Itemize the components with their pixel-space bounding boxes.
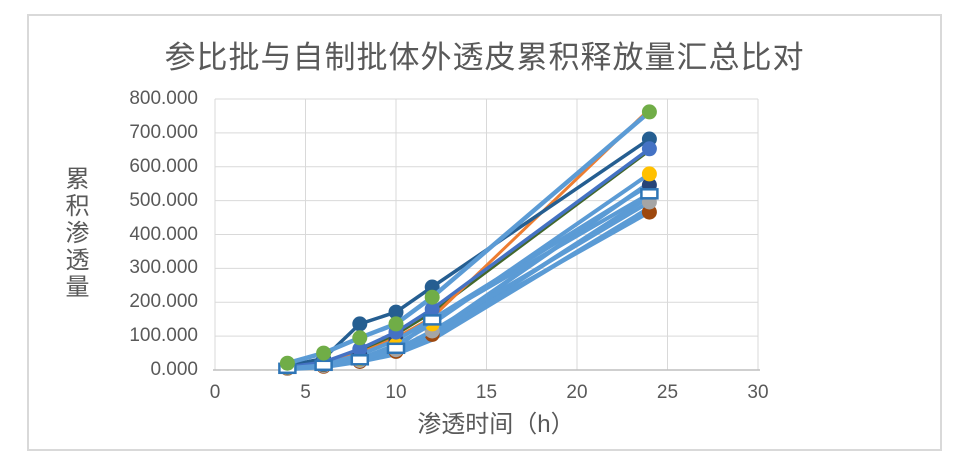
series-marker-open-square-series [350,354,370,366]
series-marker-open-square-series [386,342,406,355]
x-axis-title: 渗透时间（h） [417,411,575,438]
series-marker-open-square-series [314,359,333,372]
chart-frame: 参比批与自制批体外透皮累积释放量汇总比对 累积渗透量 800.000 700.00… [27,14,942,451]
series-line-orange-line [285,107,651,369]
series-line-yellow-series [285,171,652,370]
y-tick-label: 600.000 [129,155,198,177]
series-marker-green-series [641,104,657,120]
series-marker-open-square-series [422,314,442,326]
series-marker-green-series [424,289,440,305]
y-tick-label: 100.000 [129,325,198,347]
y-axis-title: 累积渗透量 [61,166,88,301]
series-marker-green-series [388,316,404,332]
y-tick-label: 800.000 [129,88,198,109]
chart-title: 参比批与自制批体外透皮累积释放量汇总比对 [164,40,805,75]
series-marker-blue-series [352,341,368,357]
series-line-teal-series [285,137,652,368]
y-tick-label: 500.000 [129,189,198,211]
series-marker-yellow-series [641,166,657,182]
y-tick-label: 200.000 [129,291,198,313]
y-tick-label: 0.000 [150,359,198,380]
x-tick-label: 25 [656,382,679,403]
series-marker-teal-series [352,316,368,332]
series-line-blue-series [285,147,652,369]
series-marker-blue-series [424,301,440,317]
plot-area [213,98,760,376]
series-marker-teal-series [388,304,404,320]
series-line-green-series [285,109,652,366]
x-tick-label: 20 [566,382,588,403]
series-marker-green-series [352,330,368,346]
x-tick-label: 30 [747,382,769,403]
series-marker-green-series [316,345,332,361]
series-marker-open-square-series [640,188,659,200]
y-tick-label: 300.000 [129,257,198,279]
series-marker-green-series [279,355,295,371]
x-tick-label: 5 [300,382,311,403]
y-tick-label: 700.000 [129,121,198,143]
x-tick-label: 10 [385,382,407,403]
series-line-darkgreen-line [285,149,651,369]
x-tick-label: 15 [475,382,498,403]
series-marker-blue-series [641,141,657,157]
x-tick-label: 0 [209,382,221,403]
y-tick-label: 400.000 [129,223,198,245]
